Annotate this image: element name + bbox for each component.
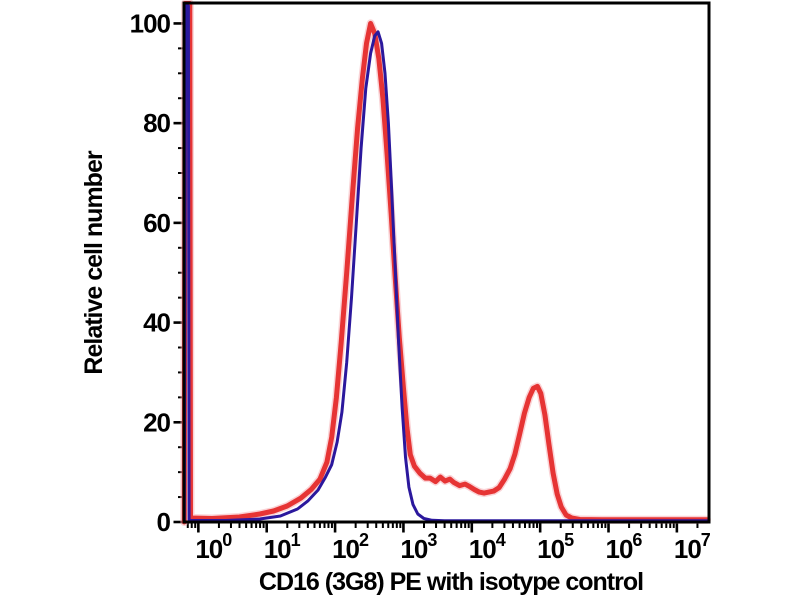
axis-ticks-layer xyxy=(173,22,699,533)
cd16-pe-red-curve xyxy=(181,1,710,525)
histogram-curves-layer xyxy=(180,0,711,526)
y-axis-title: Relative cell number xyxy=(80,150,108,374)
x-axis-tick-label: 103 xyxy=(400,530,437,564)
y-axis-tick-label: 20 xyxy=(143,407,170,437)
x-axis-tick-label: 101 xyxy=(264,530,301,564)
y-axis-tick-label: 80 xyxy=(143,108,170,138)
plot-frame xyxy=(182,1,711,524)
x-axis-tick-label: 100 xyxy=(195,530,232,564)
x-axis-tick-label: 107 xyxy=(674,530,711,564)
y-axis-tick-label: 0 xyxy=(157,507,171,537)
axis-labels-layer: 100 101 102 103 104 105 106 107 0 20 40 60 80 100 xyxy=(130,8,712,564)
y-axis-tick-label: 100 xyxy=(130,8,171,38)
x-axis-title: CD16 (3G8) PE with isotype control xyxy=(259,568,643,596)
x-axis-tick-label: 102 xyxy=(332,530,369,564)
x-axis-tick-label: 104 xyxy=(469,530,506,564)
y-axis-tick-label: 60 xyxy=(143,208,170,238)
x-axis-tick-label: 105 xyxy=(537,530,574,564)
x-axis-tick-label: 106 xyxy=(606,530,643,564)
y-axis-tick-label: 40 xyxy=(143,308,170,338)
red-curve-halo xyxy=(180,0,711,526)
isotype-control-blue-curve xyxy=(182,4,709,524)
